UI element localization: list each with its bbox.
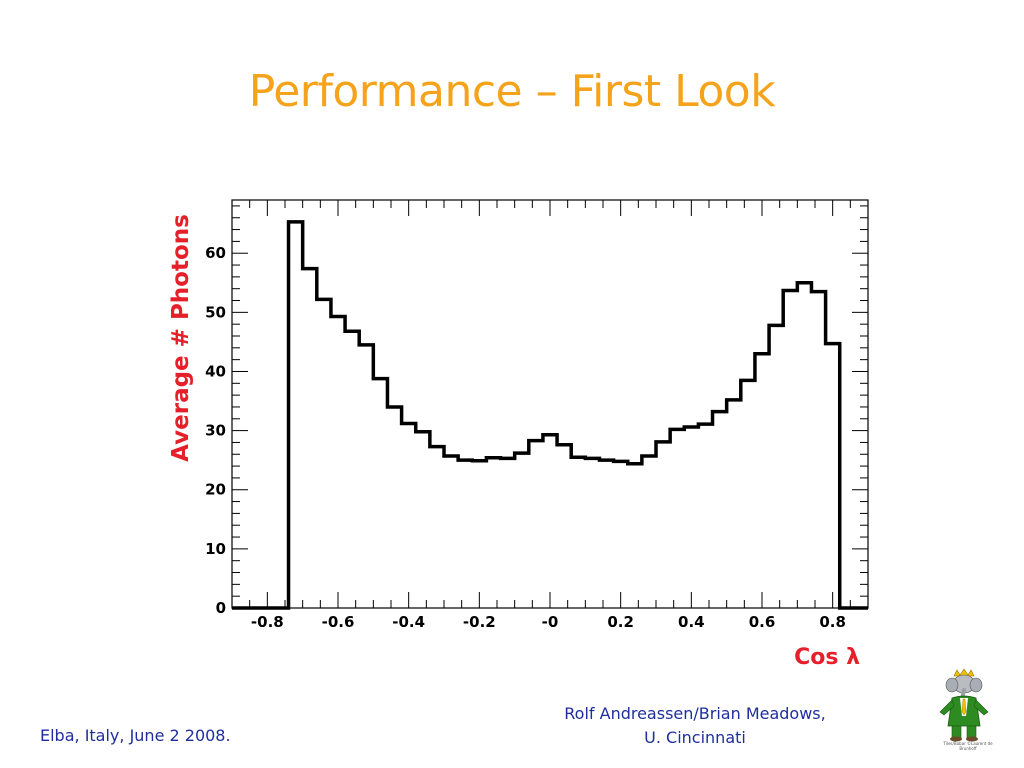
mascot-caption: Tiles/Babar ©Laurent de Brunhoff (943, 741, 993, 751)
histogram-series-line (232, 220, 868, 610)
y-tick-label: 30 (205, 422, 226, 440)
axis-ticks (231, 200, 869, 609)
footer-location-date: Elba, Italy, June 2 2008. (40, 726, 231, 745)
x-tick-label: -0.4 (392, 613, 425, 631)
footer-authors-line2: U. Cincinnati (644, 728, 746, 747)
x-tick-label: -0.2 (463, 613, 496, 631)
y-axis-label: Average # Photons (168, 214, 194, 462)
footer-authors-line1: Rolf Andreassen/Brian Meadows, (564, 704, 826, 723)
y-tick-label: 0 (216, 599, 226, 617)
footer-authors: Rolf Andreassen/Brian Meadows, U. Cincin… (540, 702, 850, 750)
x-tick-label: 0.6 (749, 613, 776, 631)
plot-frame (231, 199, 869, 609)
x-tick-label: -0.6 (322, 613, 355, 631)
x-tick-label: -0.8 (251, 613, 284, 631)
y-tick-label: 60 (205, 244, 226, 262)
x-tick-label: 0.4 (678, 613, 705, 631)
slide-title: Performance – First Look (248, 66, 776, 117)
plot-area-border (231, 199, 869, 609)
elephant-mascot-icon (939, 668, 989, 742)
y-tick-label: 50 (205, 303, 226, 321)
y-tick-label: 20 (205, 481, 226, 499)
x-tick-label: 0.2 (607, 613, 634, 631)
x-tick-label: 0.8 (819, 613, 846, 631)
y-tick-label: 40 (205, 362, 226, 380)
y-tick-label: 10 (205, 540, 226, 558)
x-axis-label: Cos λ (794, 645, 860, 670)
x-tick-label: -0 (542, 613, 559, 631)
tick-labels: -0.8 -0.6 -0.4 -0.2 -0 0.2 0.4 0.6 0.8 0 10 20 30 40 5… (205, 244, 846, 631)
